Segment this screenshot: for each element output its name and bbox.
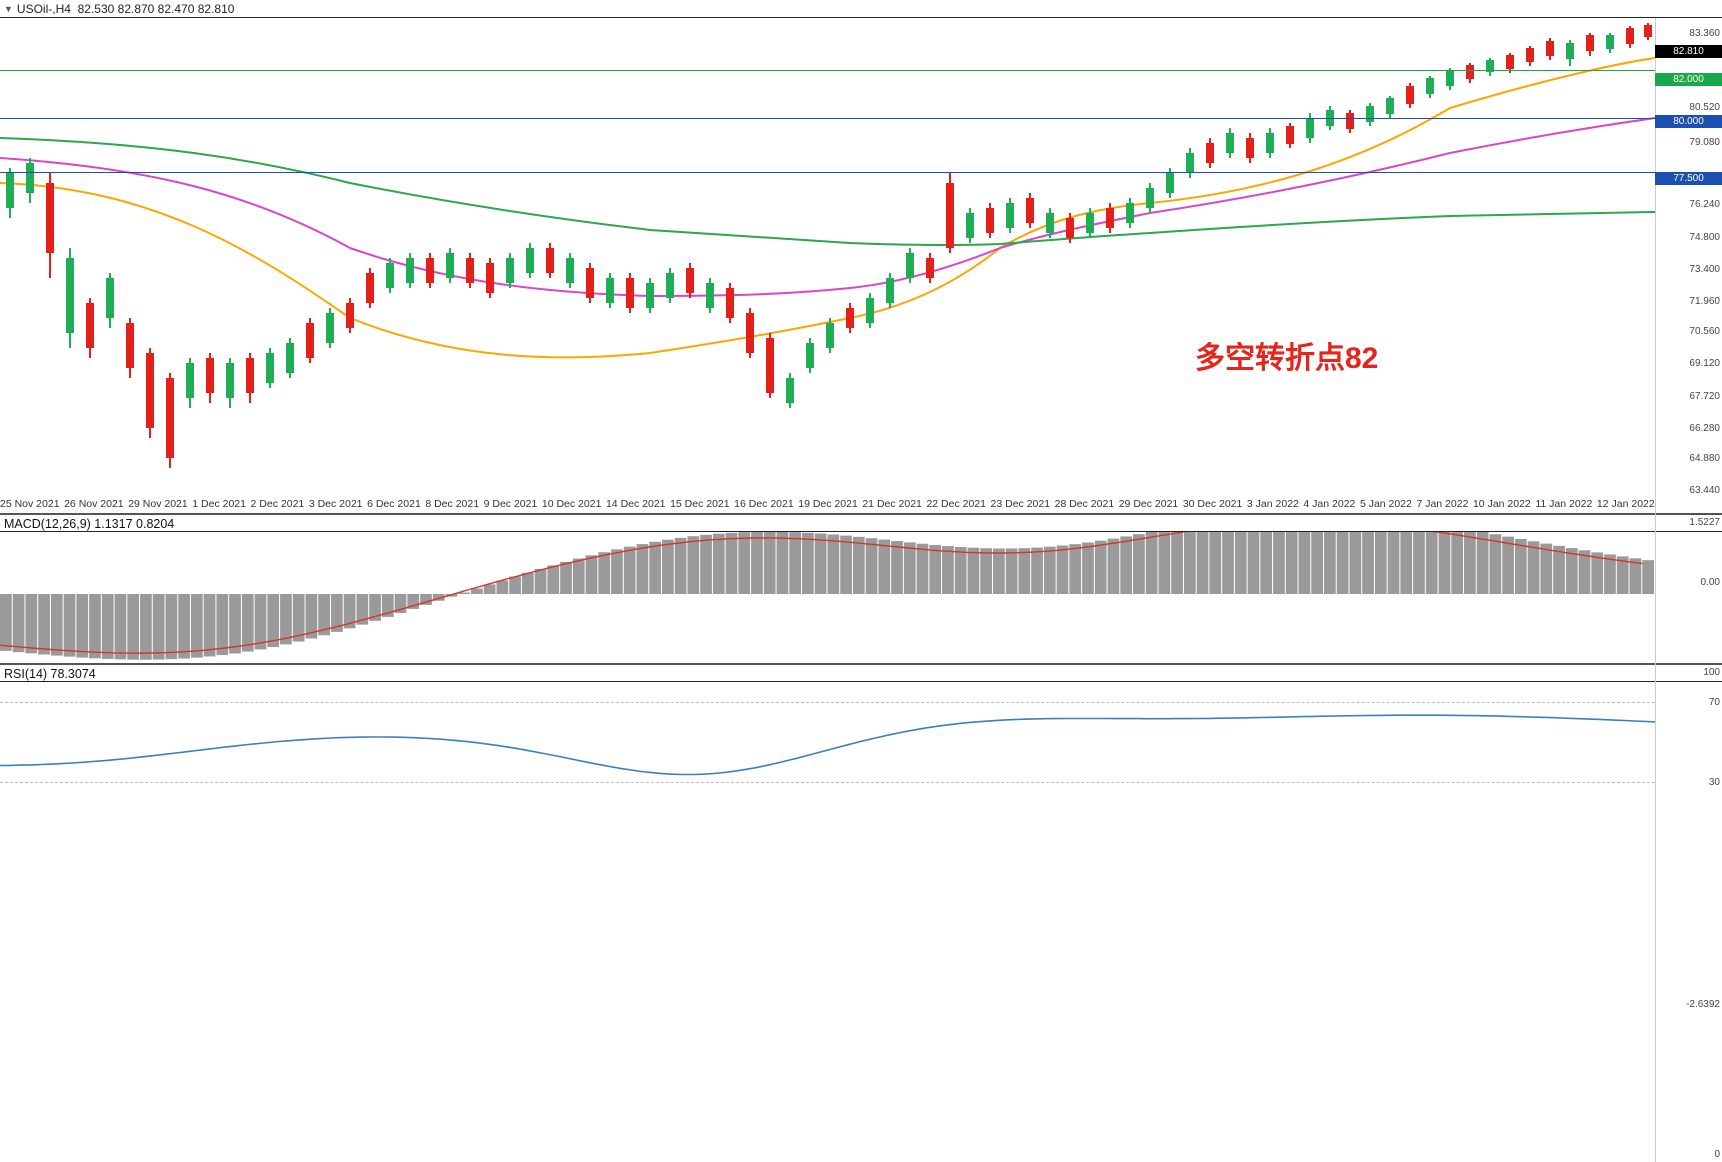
date-label: 6 Dec 2021: [367, 498, 421, 513]
price-axis-tick: 77.500: [1655, 172, 1722, 185]
price-axis-tick: 69.120: [1660, 358, 1720, 369]
macd-header-bar: [0, 515, 1722, 532]
support-line-80: [0, 118, 1655, 119]
rsi-axis-100: 100: [1660, 667, 1720, 678]
price-axis-tick: 64.880: [1660, 453, 1720, 464]
price-axis-tick: 74.800: [1660, 232, 1720, 243]
date-label: 21 Dec 2021: [862, 498, 922, 513]
date-label: 7 Jan 2022: [1416, 498, 1468, 513]
date-label: 23 Dec 2021: [991, 498, 1051, 513]
candlestick-series[interactable]: [0, 18, 1655, 515]
date-label: 10 Dec 2021: [542, 498, 602, 513]
date-label: 11 Jan 2022: [1535, 498, 1592, 513]
date-label: 26 Nov 2021: [64, 498, 124, 513]
price-axis-tick: 76.240: [1660, 199, 1720, 210]
price-axis-tick: 82.000: [1655, 73, 1722, 86]
price-axis-ticks: 83.360 82.810 82.000 80.520 80.000 79.080 77.5…: [1655, 18, 1722, 515]
macd-indicator-panel[interactable]: MACD(12,26,9) 1.1317 0.8204 1.5227 0.00 …: [0, 515, 1722, 665]
rsi-axis-30: 30: [1660, 777, 1720, 788]
date-label: 1 Dec 2021: [192, 498, 246, 513]
date-label: 29 Nov 2021: [128, 498, 188, 513]
price-axis-tick: 66.280: [1660, 423, 1720, 434]
macd-label: MACD(12,26,9) 1.1317 0.8204: [4, 517, 174, 531]
macd-axis-top: 1.5227: [1660, 517, 1720, 528]
date-label: 30 Dec 2021: [1183, 498, 1243, 513]
date-label: 5 Jan 2022: [1360, 498, 1412, 513]
price-axis-tick: 80.000: [1655, 115, 1722, 128]
price-chart-panel[interactable]: 多空转折点82 83.360 82.810 82.000 80.520 80.000 79…: [0, 18, 1722, 515]
price-axis-tick: 63.440: [1660, 485, 1720, 496]
date-label: 28 Dec 2021: [1055, 498, 1115, 513]
price-axis-tick: 83.360: [1660, 28, 1720, 39]
price-axis-tick: 70.560: [1660, 326, 1720, 337]
rsi-indicator-panel[interactable]: RSI(14) 78.3074 100 70 30 0: [0, 665, 1722, 815]
macd-axis-zero: 0.00: [1660, 577, 1720, 588]
price-axis-tick: 67.720: [1660, 391, 1720, 402]
date-label: 4 Jan 2022: [1303, 498, 1355, 513]
support-line-77-5: [0, 172, 1655, 173]
date-label: 15 Dec 2021: [670, 498, 730, 513]
turning-point-annotation: 多空转折点82: [1195, 333, 1378, 377]
price-axis-tick: 71.960: [1660, 296, 1720, 307]
rsi-label: RSI(14) 78.3074: [4, 667, 96, 681]
date-label: 9 Dec 2021: [484, 498, 538, 513]
chart-title-bar: ▼ USOil-,H4 82.530 82.870 82.470 82.810: [0, 0, 1722, 18]
price-axis-tick: 82.810: [1655, 45, 1722, 58]
price-axis-tick: 79.080: [1660, 137, 1720, 148]
date-label: 25 Nov 2021: [0, 498, 60, 513]
date-label: 29 Dec 2021: [1119, 498, 1179, 513]
resistance-line-82: [0, 70, 1655, 71]
price-axis-tick: 73.400: [1660, 264, 1720, 275]
price-axis-tick: 80.520: [1660, 102, 1720, 113]
date-label: 10 Jan 2022: [1473, 498, 1531, 513]
macd-histogram: [0, 532, 1655, 665]
date-label: 22 Dec 2021: [926, 498, 986, 513]
collapse-triangle-icon[interactable]: ▼: [4, 4, 13, 14]
rsi-header-bar: [0, 665, 1722, 682]
date-label: 2 Dec 2021: [251, 498, 305, 513]
rsi-axis[interactable]: 100 70 30 0: [1655, 665, 1722, 1162]
date-label: 16 Dec 2021: [734, 498, 794, 513]
price-xaxis-labels: 25 Nov 2021 26 Nov 2021 29 Nov 2021 1 Dec 2…: [0, 498, 1655, 513]
date-label: 19 Dec 2021: [798, 498, 858, 513]
date-label: 14 Dec 2021: [606, 498, 666, 513]
date-label: 12 Jan 2022: [1597, 498, 1655, 513]
date-label: 8 Dec 2021: [425, 498, 479, 513]
rsi-line-chart: [0, 682, 1655, 815]
date-label: 3 Dec 2021: [309, 498, 363, 513]
rsi-axis-0: 0: [1660, 1149, 1720, 1160]
date-label: 3 Jan 2022: [1247, 498, 1299, 513]
symbol-ohlc-label: USOil-,H4 82.530 82.870 82.470 82.810: [17, 2, 235, 16]
rsi-axis-70: 70: [1660, 697, 1720, 708]
